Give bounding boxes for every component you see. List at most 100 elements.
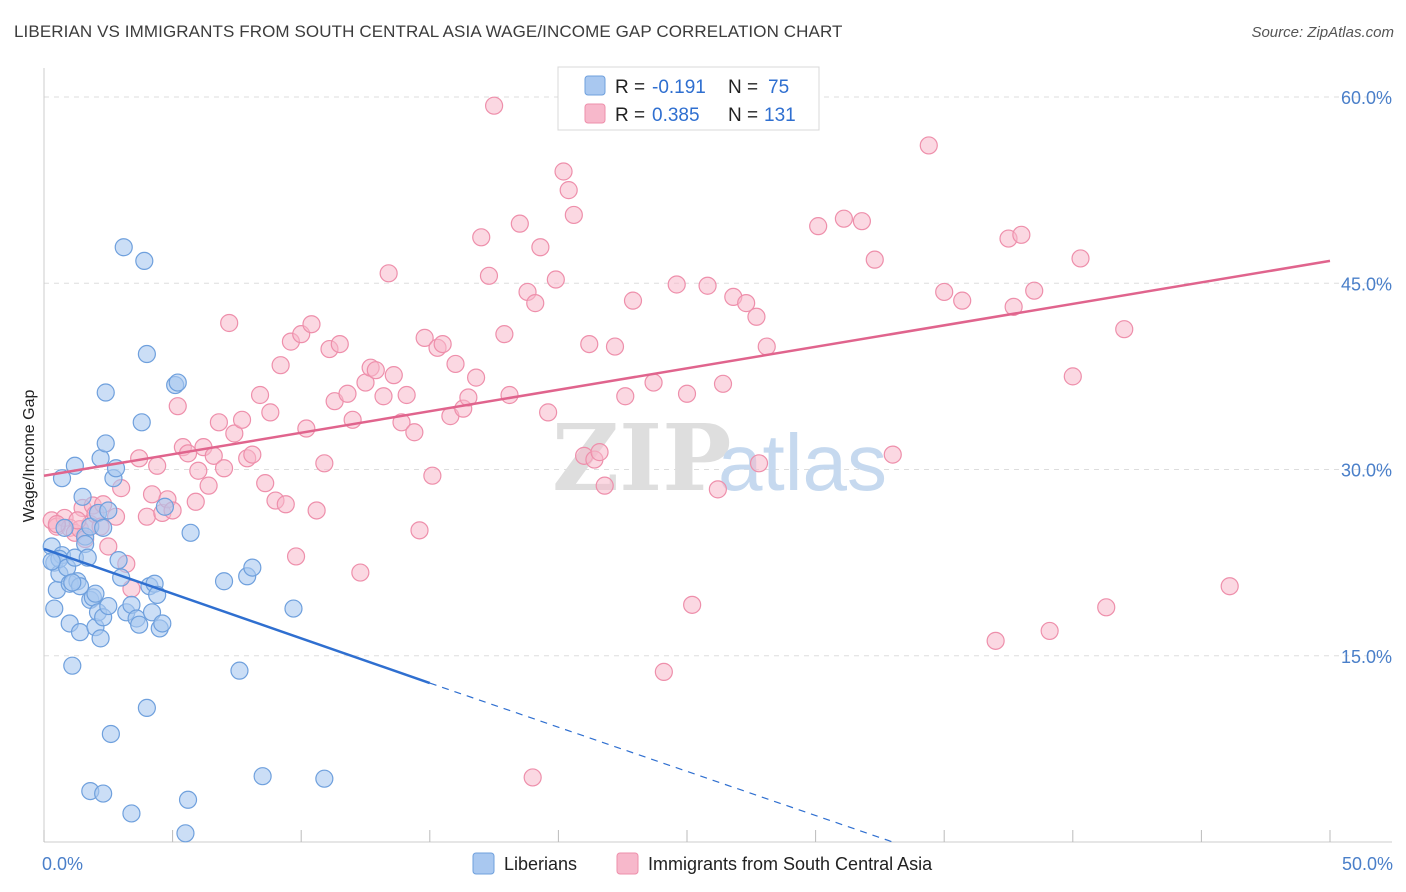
data-point-south-central-asia bbox=[919, 136, 938, 155]
data-point-liberians bbox=[42, 552, 61, 571]
chart-title: LIBERIAN VS IMMIGRANTS FROM SOUTH CENTRA… bbox=[14, 22, 843, 41]
data-point-south-central-asia bbox=[1025, 281, 1044, 300]
data-point-south-central-asia bbox=[392, 413, 411, 432]
data-point-liberians bbox=[94, 518, 113, 537]
y-tick-label: 30.0% bbox=[1341, 461, 1392, 481]
y-tick-label: 60.0% bbox=[1341, 88, 1392, 108]
data-point-south-central-asia bbox=[405, 423, 424, 442]
data-point-south-central-asia bbox=[423, 466, 442, 485]
gridlines bbox=[43, 68, 1392, 842]
data-point-south-central-asia bbox=[737, 294, 756, 313]
data-point-south-central-asia bbox=[1040, 621, 1059, 641]
data-point-south-central-asia bbox=[1063, 367, 1082, 386]
series-legend: Liberians Immigrants from South Central … bbox=[472, 852, 933, 875]
data-point-liberians bbox=[253, 767, 272, 786]
data-point-south-central-asia bbox=[644, 373, 663, 392]
legend-r-label: R = bbox=[615, 77, 645, 98]
data-point-liberians bbox=[284, 599, 303, 618]
chart-source: Source: ZipAtlas.com bbox=[1251, 24, 1394, 41]
data-point-liberians bbox=[230, 661, 249, 680]
data-point-south-central-asia bbox=[713, 374, 733, 393]
data-point-south-central-asia bbox=[510, 214, 529, 233]
data-point-south-central-asia bbox=[433, 334, 452, 354]
data-point-liberians bbox=[214, 572, 234, 591]
data-point-south-central-asia bbox=[747, 307, 766, 326]
data-point-south-central-asia bbox=[199, 476, 218, 495]
data-point-liberians bbox=[178, 790, 198, 809]
data-point-south-central-asia bbox=[1071, 249, 1090, 268]
series-liberians-points bbox=[42, 238, 334, 843]
watermark: ZIP atlas bbox=[552, 404, 887, 512]
data-point-south-central-asia bbox=[698, 276, 717, 295]
correlation-legend: R = -0.191 N = 75 R = 0.385 N = 131 bbox=[557, 66, 820, 131]
data-point-south-central-asia bbox=[1097, 598, 1116, 617]
data-point-south-central-asia bbox=[677, 384, 697, 403]
data-point-liberians bbox=[109, 551, 128, 570]
data-point-south-central-asia bbox=[397, 385, 416, 405]
x-tick-label: 0.0% bbox=[42, 854, 83, 874]
data-point-south-central-asia bbox=[137, 507, 156, 526]
data-point-south-central-asia bbox=[564, 205, 583, 225]
data-point-south-central-asia bbox=[446, 354, 465, 374]
data-point-south-central-asia bbox=[366, 361, 385, 380]
data-point-south-central-asia bbox=[580, 334, 599, 354]
data-point-south-central-asia bbox=[986, 631, 1005, 650]
data-point-liberians bbox=[155, 497, 174, 516]
data-point-south-central-asia bbox=[495, 325, 514, 344]
data-point-liberians bbox=[96, 383, 115, 402]
data-point-liberians bbox=[181, 523, 200, 542]
data-point-south-central-asia bbox=[410, 521, 429, 540]
data-point-liberians bbox=[153, 614, 172, 633]
data-point-south-central-asia bbox=[595, 476, 614, 495]
legend-swatch-liberians bbox=[584, 75, 606, 96]
data-point-south-central-asia bbox=[338, 384, 357, 403]
data-point-liberians bbox=[99, 501, 118, 520]
data-point-liberians bbox=[91, 629, 110, 648]
data-point-south-central-asia bbox=[250, 385, 270, 405]
legend-n-label: N = bbox=[728, 105, 758, 126]
x-tick-labels: 0.0% 50.0% bbox=[42, 854, 1393, 874]
trend-line-liberians bbox=[43, 547, 431, 685]
trend-lines bbox=[43, 259, 1331, 843]
legend-swatch-south-central-asia bbox=[584, 103, 606, 124]
data-point-south-central-asia bbox=[623, 291, 643, 310]
data-point-south-central-asia bbox=[500, 385, 519, 405]
data-point-south-central-asia bbox=[526, 294, 545, 313]
data-point-south-central-asia bbox=[232, 410, 252, 429]
data-point-south-central-asia bbox=[225, 424, 244, 443]
data-point-south-central-asia bbox=[865, 250, 884, 269]
data-point-south-central-asia bbox=[472, 228, 491, 247]
data-point-south-central-asia bbox=[1004, 297, 1023, 316]
data-point-liberians bbox=[99, 596, 118, 616]
data-point-liberians bbox=[122, 804, 141, 823]
data-point-liberians bbox=[101, 724, 120, 744]
legend-r-value-south-central-asia: 0.385 bbox=[652, 105, 700, 126]
x-tick-label: 50.0% bbox=[1342, 854, 1393, 874]
data-point-south-central-asia bbox=[559, 181, 578, 200]
data-point-liberians bbox=[243, 558, 262, 577]
data-point-south-central-asia bbox=[99, 537, 118, 556]
data-point-south-central-asia bbox=[315, 454, 334, 473]
data-point-liberians bbox=[135, 251, 154, 270]
data-point-liberians bbox=[132, 413, 151, 432]
trend-line-liberians-extrapolated bbox=[429, 682, 893, 843]
legend-r-label: R = bbox=[615, 105, 645, 126]
data-point-south-central-asia bbox=[351, 563, 370, 582]
data-point-liberians bbox=[63, 573, 82, 592]
data-point-south-central-asia bbox=[379, 264, 398, 283]
data-point-liberians bbox=[63, 656, 82, 675]
axes bbox=[43, 830, 1392, 843]
legend-n-label: N = bbox=[728, 77, 758, 98]
data-point-south-central-asia bbox=[256, 474, 275, 493]
data-point-south-central-asia bbox=[466, 368, 486, 387]
data-point-liberians bbox=[114, 238, 133, 257]
data-point-liberians bbox=[137, 698, 156, 718]
data-point-south-central-asia bbox=[415, 328, 434, 347]
data-point-south-central-asia bbox=[616, 387, 635, 406]
data-point-south-central-asia bbox=[546, 270, 565, 289]
data-point-south-central-asia bbox=[852, 212, 871, 231]
data-point-south-central-asia bbox=[531, 238, 550, 257]
data-point-south-central-asia bbox=[749, 454, 769, 473]
data-point-liberians bbox=[176, 824, 195, 843]
data-point-south-central-asia bbox=[757, 337, 776, 356]
